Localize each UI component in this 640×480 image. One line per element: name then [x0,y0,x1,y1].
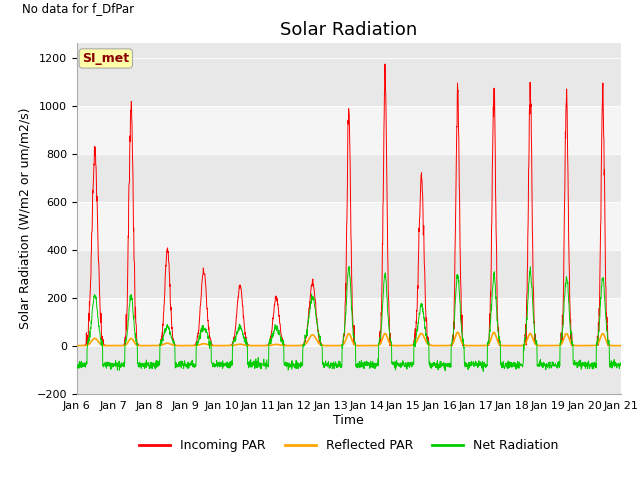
Text: SI_met: SI_met [82,52,129,65]
Bar [77,106,621,154]
Bar [77,298,621,346]
X-axis label: Time: Time [333,414,364,427]
Legend: Incoming PAR, Reflected PAR, Net Radiation: Incoming PAR, Reflected PAR, Net Radiati… [134,434,564,457]
Text: No data for f_DfPar: No data for f_DfPar [22,2,134,15]
Y-axis label: Solar Radiation (W/m2 or um/m2/s): Solar Radiation (W/m2 or um/m2/s) [18,108,31,329]
Bar [77,202,621,250]
Title: Solar Radiation: Solar Radiation [280,21,417,39]
